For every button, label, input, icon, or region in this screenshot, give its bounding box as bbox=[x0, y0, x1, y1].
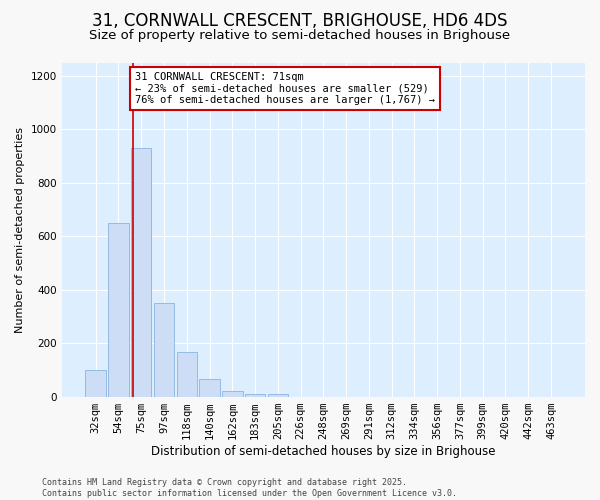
X-axis label: Distribution of semi-detached houses by size in Brighouse: Distribution of semi-detached houses by … bbox=[151, 444, 496, 458]
Bar bbox=[245, 394, 265, 396]
Text: Contains HM Land Registry data © Crown copyright and database right 2025.
Contai: Contains HM Land Registry data © Crown c… bbox=[42, 478, 457, 498]
Bar bbox=[85, 370, 106, 396]
Text: 31, CORNWALL CRESCENT, BRIGHOUSE, HD6 4DS: 31, CORNWALL CRESCENT, BRIGHOUSE, HD6 4D… bbox=[92, 12, 508, 30]
Bar bbox=[199, 379, 220, 396]
Y-axis label: Number of semi-detached properties: Number of semi-detached properties bbox=[15, 126, 25, 332]
Bar bbox=[268, 394, 288, 396]
Bar bbox=[108, 223, 129, 396]
Text: Size of property relative to semi-detached houses in Brighouse: Size of property relative to semi-detach… bbox=[89, 29, 511, 42]
Bar bbox=[154, 303, 174, 396]
Bar bbox=[131, 148, 151, 396]
Bar bbox=[222, 391, 242, 396]
Bar bbox=[176, 352, 197, 397]
Text: 31 CORNWALL CRESCENT: 71sqm
← 23% of semi-detached houses are smaller (529)
76% : 31 CORNWALL CRESCENT: 71sqm ← 23% of sem… bbox=[135, 72, 435, 105]
